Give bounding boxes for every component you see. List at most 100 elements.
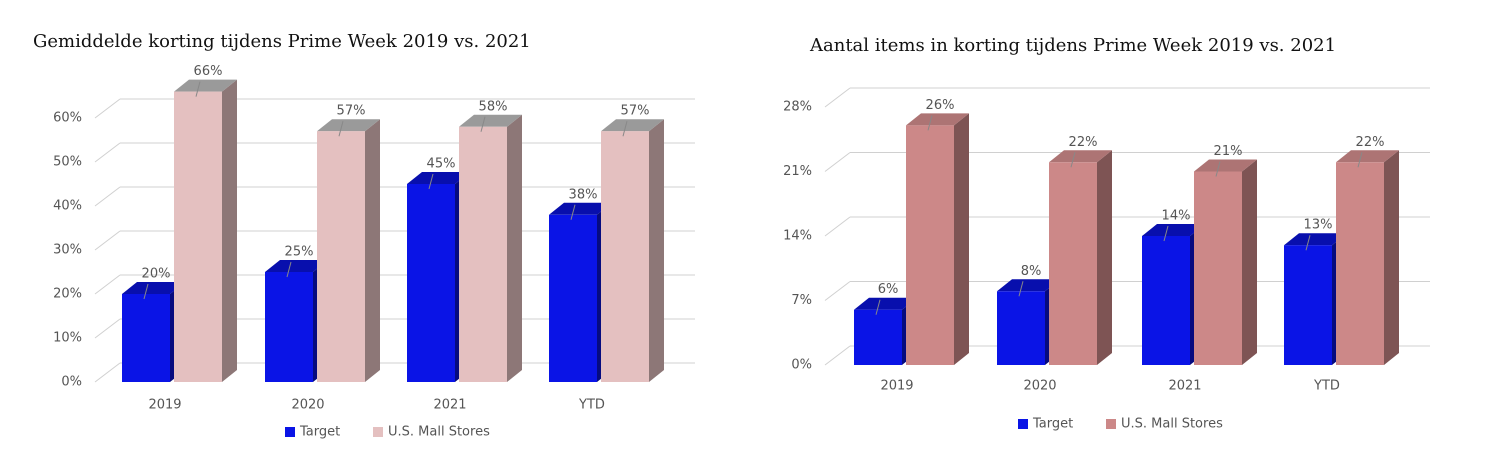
grid-diagonal	[824, 345, 851, 366]
data-label: 38%	[569, 187, 598, 202]
bar-front	[1049, 162, 1097, 365]
bar-top	[265, 260, 328, 272]
data-label: 20%	[142, 267, 171, 282]
label-leader	[570, 204, 576, 220]
bar-top	[1336, 150, 1399, 163]
grid-diagonal	[94, 362, 121, 383]
data-label: 22%	[1069, 135, 1098, 150]
x-tick-label: YTD	[578, 398, 605, 413]
data-label: 13%	[1304, 218, 1333, 233]
label-leader	[286, 261, 292, 278]
bar-top	[317, 119, 380, 132]
bar-side	[954, 113, 969, 365]
data-label: 45%	[427, 157, 456, 172]
y-tick-label: 60%	[53, 111, 82, 126]
grid-diagonal	[94, 142, 121, 163]
bar-top	[601, 119, 664, 132]
data-label: 8%	[1021, 264, 1042, 279]
bar	[1194, 159, 1257, 365]
bar	[906, 113, 969, 365]
bar-top	[1284, 233, 1347, 246]
bar-side	[649, 119, 664, 382]
bar-top	[1142, 224, 1205, 236]
bar-side	[507, 114, 522, 383]
bar-top	[906, 113, 969, 126]
bar-top	[122, 282, 185, 294]
grid-diagonal	[824, 152, 851, 172]
grid-diagonal	[94, 186, 121, 207]
label-leader	[338, 121, 344, 137]
grid-line	[824, 87, 1430, 108]
legend-label: Target	[299, 425, 340, 440]
bar	[1049, 150, 1112, 365]
label-leader	[1305, 235, 1311, 251]
label-leader	[428, 173, 434, 190]
bar-top	[1049, 150, 1112, 163]
y-tick-label: 10%	[53, 331, 82, 346]
bar-front	[1194, 171, 1242, 365]
bar-front	[549, 214, 597, 382]
bar-top	[174, 79, 237, 92]
bar	[174, 79, 237, 382]
y-tick-label: 21%	[783, 164, 812, 179]
legend-swatch	[373, 427, 383, 437]
data-label: 57%	[621, 104, 650, 119]
label-leader	[622, 121, 628, 137]
chart-title: Aantal items in korting tijdens Prime We…	[809, 35, 1336, 56]
x-tick-label: 2021	[1168, 379, 1201, 394]
bar	[1336, 150, 1399, 365]
label-leader	[1018, 281, 1024, 297]
bar-front	[122, 294, 170, 382]
bar-front	[1336, 162, 1384, 365]
y-tick-label: 14%	[783, 229, 812, 244]
label-leader	[1163, 225, 1169, 242]
grid-diagonal	[824, 87, 851, 108]
bar-front	[174, 91, 222, 382]
label-leader	[1215, 161, 1221, 177]
label-leader	[927, 115, 933, 131]
bar-side	[1384, 150, 1399, 365]
bar	[459, 114, 522, 383]
label-leader	[143, 283, 149, 300]
x-tick-label: 2020	[291, 398, 324, 413]
bar-top	[1194, 159, 1257, 172]
grid-diagonal	[94, 274, 121, 295]
bar-front	[601, 131, 649, 382]
y-tick-label: 0%	[791, 358, 812, 373]
x-tick-label: YTD	[1313, 379, 1340, 394]
bar-front	[997, 291, 1045, 365]
y-tick-label: 50%	[53, 155, 82, 170]
y-tick-label: 30%	[53, 243, 82, 258]
data-label: 57%	[337, 104, 366, 119]
data-label: 25%	[285, 245, 314, 260]
legend-label: Target	[1032, 417, 1073, 432]
y-tick-label: 7%	[791, 293, 812, 308]
chart-title: Gemiddelde korting tijdens Prime Week 20…	[33, 31, 531, 52]
bar	[317, 119, 380, 382]
grid-diagonal	[824, 216, 851, 237]
bar-top	[407, 172, 470, 184]
y-tick-label: 40%	[53, 199, 82, 214]
data-label: 66%	[194, 64, 223, 79]
label-leader	[195, 81, 201, 97]
bar-side	[365, 119, 380, 382]
bar-front	[407, 184, 455, 382]
x-tick-label: 2019	[880, 379, 913, 394]
bar-top	[549, 202, 612, 215]
legend-label: U.S. Mall Stores	[388, 425, 490, 440]
x-tick-label: 2020	[1023, 379, 1056, 394]
data-label: 14%	[1162, 209, 1191, 224]
y-tick-label: 20%	[53, 287, 82, 302]
bar-front	[1284, 245, 1332, 365]
y-tick-label: 0%	[61, 375, 82, 390]
grid-diagonal	[94, 230, 121, 251]
data-label: 26%	[926, 98, 955, 113]
legend-swatch	[285, 427, 295, 437]
data-label: 22%	[1356, 135, 1385, 150]
label-leader	[1070, 152, 1076, 168]
grid-diagonal	[94, 318, 121, 339]
bar-front	[1142, 236, 1190, 365]
legend-swatch	[1018, 419, 1028, 429]
bar-front	[265, 272, 313, 382]
data-label: 6%	[878, 282, 899, 297]
